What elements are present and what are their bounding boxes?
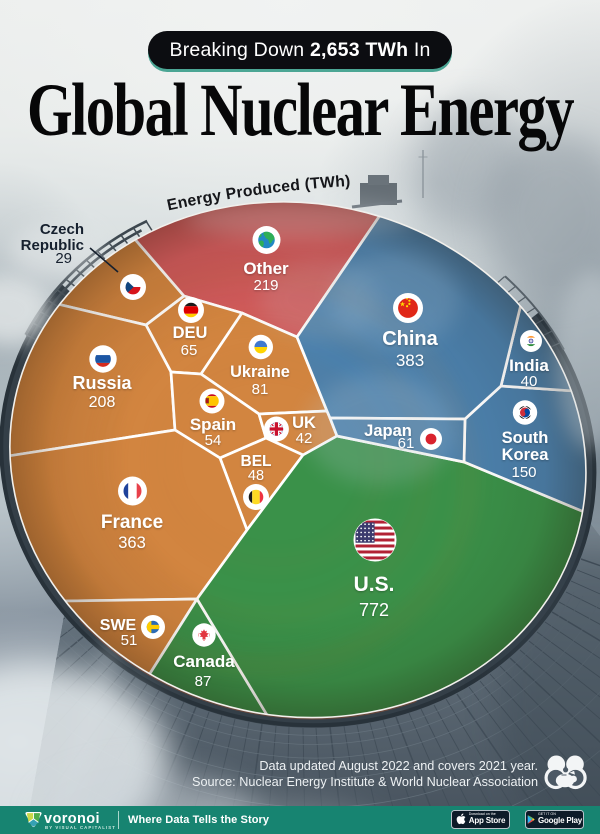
svg-text:Korea: Korea <box>502 446 550 464</box>
svg-text:61: 61 <box>398 435 415 452</box>
svg-text:Canada: Canada <box>173 652 235 671</box>
svg-text:87: 87 <box>195 673 212 690</box>
svg-text:Ukraine: Ukraine <box>230 363 290 381</box>
svg-text:363: 363 <box>118 534 146 552</box>
svg-text:BY VISUAL CAPITALIST: BY VISUAL CAPITALIST <box>45 825 116 830</box>
svg-text:France: France <box>101 512 163 533</box>
svg-text:China: China <box>382 328 438 350</box>
svg-text:U.S.: U.S. <box>354 573 395 596</box>
svg-text:SWE: SWE <box>100 617 137 634</box>
svg-text:DEU: DEU <box>173 324 208 342</box>
svg-text:48: 48 <box>248 468 264 484</box>
svg-text:81: 81 <box>252 381 269 398</box>
svg-text:India: India <box>509 356 549 375</box>
svg-text:42: 42 <box>296 430 313 447</box>
svg-text:54: 54 <box>205 432 222 449</box>
svg-text:40: 40 <box>521 373 538 390</box>
svg-text:South: South <box>502 429 549 447</box>
svg-text:BEL: BEL <box>241 453 272 470</box>
svg-text:Spain: Spain <box>190 415 236 434</box>
svg-text:voronoi: voronoi <box>44 811 100 827</box>
svg-text:Other: Other <box>243 259 289 278</box>
svg-text:219: 219 <box>253 277 278 294</box>
svg-text:383: 383 <box>396 351 424 370</box>
svg-text:208: 208 <box>89 394 116 411</box>
svg-text:65: 65 <box>181 342 198 359</box>
svg-text:772: 772 <box>359 600 389 620</box>
svg-text:Russia: Russia <box>72 373 132 393</box>
svg-text:150: 150 <box>511 464 536 481</box>
svg-text:29: 29 <box>55 250 72 267</box>
svg-text:UK: UK <box>292 414 316 432</box>
svg-text:51: 51 <box>121 632 138 649</box>
svg-text:Japan: Japan <box>364 422 412 440</box>
